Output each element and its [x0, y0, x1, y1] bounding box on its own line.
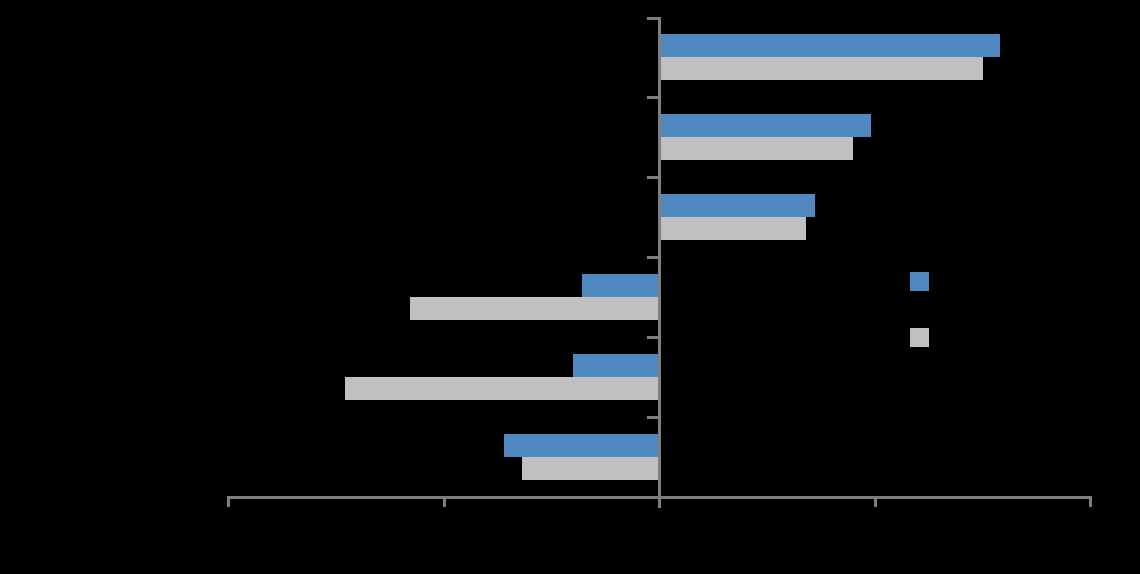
legend-swatch-series-1 — [910, 272, 929, 291]
y-tick — [647, 335, 658, 339]
y-tick — [647, 415, 658, 419]
bar — [659, 34, 1000, 57]
bar — [659, 137, 854, 160]
y-tick — [647, 95, 658, 99]
y-axis — [658, 17, 661, 508]
bar — [409, 297, 660, 320]
bar — [659, 57, 983, 80]
y-tick — [647, 255, 658, 259]
x-tick — [873, 495, 877, 507]
x-tick — [442, 495, 446, 507]
bar — [344, 377, 660, 400]
x-tick — [658, 495, 661, 507]
bar — [504, 434, 660, 457]
y-tick — [647, 17, 658, 20]
y-tick — [647, 175, 658, 179]
x-tick — [227, 495, 230, 507]
bar — [659, 194, 815, 217]
bar — [521, 457, 660, 480]
bar — [573, 354, 660, 377]
x-tick — [1089, 495, 1092, 507]
bar — [659, 114, 871, 137]
legend-swatch-series-2 — [910, 328, 929, 347]
bar — [581, 274, 660, 297]
bar — [659, 217, 807, 240]
